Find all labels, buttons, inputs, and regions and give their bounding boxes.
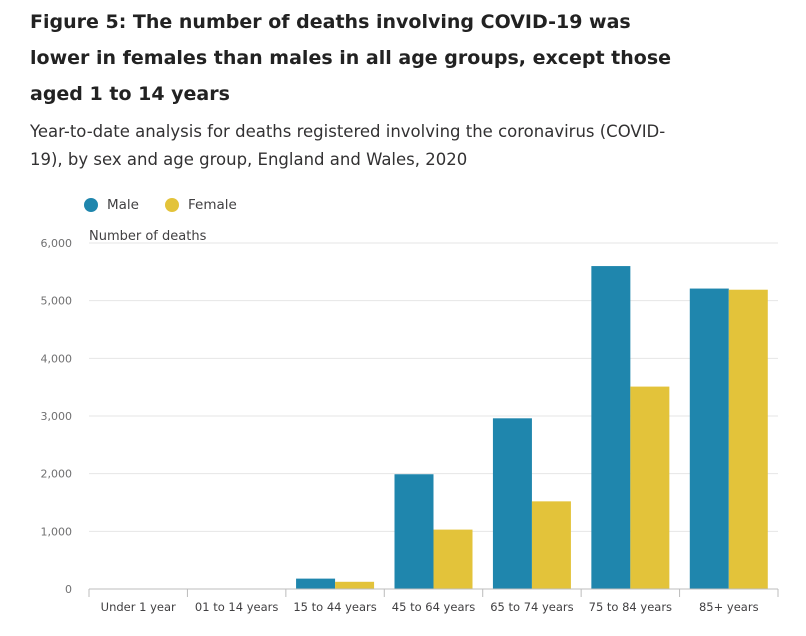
legend-item-male[interactable]: Male bbox=[84, 197, 139, 213]
bar-male[interactable] bbox=[591, 266, 631, 589]
bar-male[interactable] bbox=[689, 288, 729, 589]
bar-male[interactable] bbox=[492, 418, 532, 589]
y-tick-label: 3,000 bbox=[41, 410, 73, 423]
y-tick-label: 6,000 bbox=[41, 237, 73, 250]
bar-female[interactable] bbox=[728, 289, 768, 589]
x-axis-ticks: Under 1 year 01 to 14 years 15 to 44 years… bbox=[101, 600, 759, 614]
legend-swatch-female bbox=[164, 198, 179, 212]
x-tick-label: 65 to 74 years bbox=[490, 600, 573, 614]
y-axis-ticks: 0 1,000 2,000 3,000 4,000 5,000 6,000 bbox=[41, 237, 73, 596]
bar-female[interactable] bbox=[433, 529, 473, 589]
y-tick-label: 4,000 bbox=[41, 352, 73, 365]
y-tick-label: 0 bbox=[65, 583, 72, 596]
y-tick-label: 1,000 bbox=[41, 525, 73, 538]
x-tick-label: Under 1 year bbox=[101, 600, 176, 614]
x-tick-label: 01 to 14 years bbox=[195, 600, 278, 614]
chart-title: Figure 5: The number of deaths involving… bbox=[30, 11, 672, 105]
x-tick-label: 45 to 64 years bbox=[392, 600, 475, 614]
bar-male[interactable] bbox=[394, 474, 434, 589]
legend-label-male: Male bbox=[107, 197, 139, 213]
legend-label-female: Female bbox=[187, 197, 237, 213]
legend: Male Female bbox=[84, 197, 263, 213]
bar-male[interactable] bbox=[296, 578, 336, 589]
y-tick-label: 5,000 bbox=[41, 295, 73, 308]
y-axis-label: Number of deaths bbox=[89, 229, 207, 244]
x-tick-label: 75 to 84 years bbox=[589, 600, 672, 614]
bar-female[interactable] bbox=[630, 386, 670, 589]
x-axis bbox=[88, 588, 779, 597]
x-tick-label: 85+ years bbox=[699, 600, 759, 614]
legend-item-female[interactable]: Female bbox=[164, 197, 237, 213]
chart-subtitle: Year-to-date analysis for deaths registe… bbox=[30, 122, 666, 169]
bars bbox=[99, 266, 768, 589]
y-tick-label: 2,000 bbox=[41, 468, 73, 481]
x-tick-label: 15 to 44 years bbox=[293, 600, 376, 614]
bar-female[interactable] bbox=[531, 501, 571, 589]
legend-swatch-male bbox=[84, 198, 98, 212]
bar-female[interactable] bbox=[335, 581, 375, 589]
